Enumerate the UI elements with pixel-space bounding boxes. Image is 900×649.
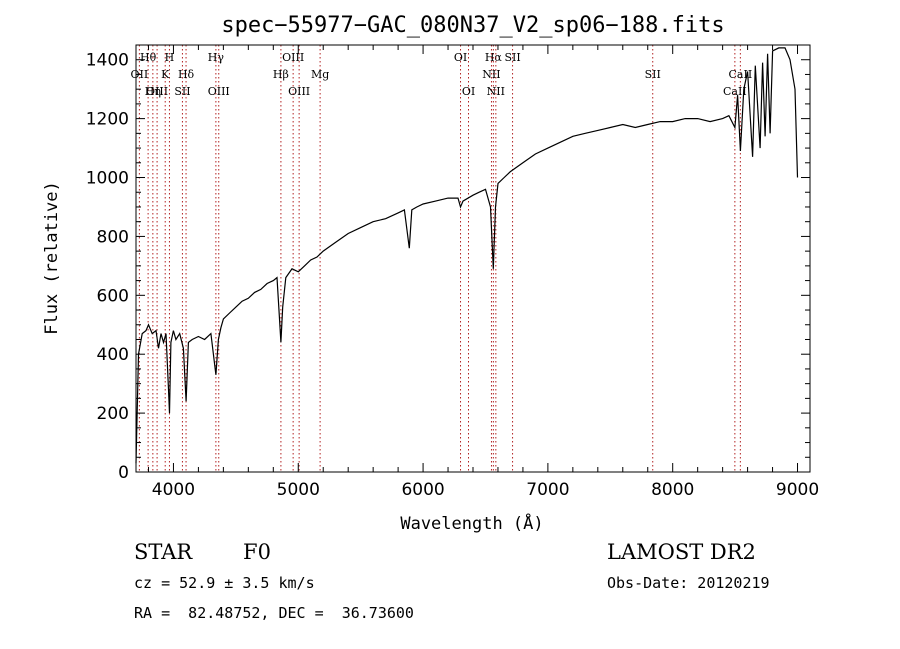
chart-title: spec−55977−GAC_080N37_V2_sp06−188.fits (221, 13, 724, 38)
line-marker-label: OI (462, 85, 475, 98)
y-tick-label: 1000 (86, 169, 129, 189)
line-marker-label: NII (482, 68, 500, 81)
y-axis-label: Flux (relative) (42, 181, 62, 335)
x-tick-label: 4000 (152, 480, 195, 500)
line-marker-label: OIII (208, 85, 230, 98)
line-marker-label: Hγ (208, 51, 225, 64)
line-marker-label: SII (504, 51, 520, 64)
line-marker-label: CaII (723, 85, 747, 98)
y-tick-label: 600 (97, 286, 129, 306)
y-tick-label: 1200 (86, 110, 129, 130)
plot-frame (135, 44, 811, 473)
line-marker-label: OIII (282, 51, 304, 64)
observation-date: Obs-Date: 20120219 (607, 574, 770, 592)
y-tick-label: 200 (97, 404, 129, 424)
line-marker-label: Hη (145, 85, 161, 98)
line-marker-label: Hδ (178, 68, 195, 81)
line-marker-label: SII (174, 85, 190, 98)
survey-name: LAMOST DR2 (607, 540, 756, 564)
subclass: F0 (243, 540, 271, 564)
x-axis-label: Wavelength (Å) (400, 512, 543, 534)
line-marker-label: NII (487, 85, 505, 98)
x-tick-label: 6000 (401, 480, 444, 500)
x-tick-label: 5000 (277, 480, 320, 500)
y-tick-label: 800 (97, 227, 129, 247)
line-marker-label: OIII (288, 85, 310, 98)
redshift-velocity: cz = 52.9 ± 3.5 km/s (134, 574, 315, 592)
line-marker-label: H (165, 51, 175, 64)
coordinates: RA = 82.48752, DEC = 36.73600 (134, 604, 414, 622)
line-marker-label: OIII (146, 85, 168, 98)
y-tick-label: 400 (97, 345, 129, 365)
x-tick-label: 9000 (776, 480, 819, 500)
x-tick-label: 8000 (651, 480, 694, 500)
line-marker-label: Hα (485, 51, 503, 64)
axis-ticks: 4000 5000 6000 7000 8000 9000 0 200 400 600 800 100… (86, 45, 819, 500)
line-marker-label: Mg (311, 68, 329, 81)
line-marker-label: Hθ (140, 51, 157, 64)
spectrum-series (135, 47, 799, 464)
x-tick-label: 7000 (526, 480, 569, 500)
object-type: STAR (134, 540, 193, 564)
line-marker-label: K (161, 68, 170, 81)
line-marker-label: SII (645, 68, 661, 81)
y-tick-label: 0 (118, 463, 129, 483)
line-marker-label: OI (454, 51, 467, 64)
y-tick-label: 1400 (86, 51, 129, 71)
line-marker-label: Hβ (273, 68, 289, 81)
